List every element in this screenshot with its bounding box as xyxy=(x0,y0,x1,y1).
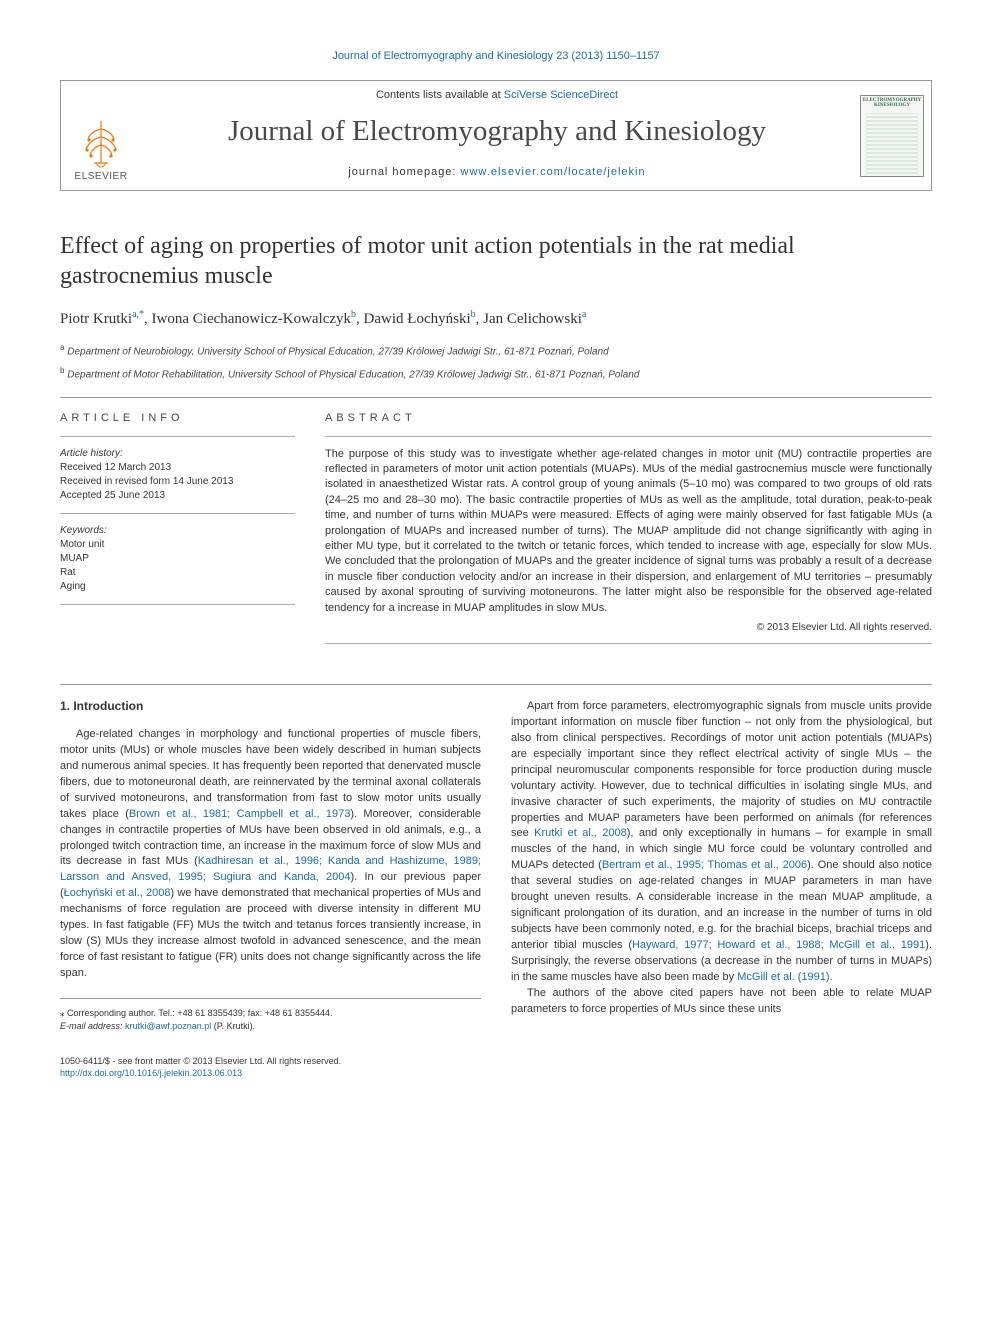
citation-link[interactable]: Łochyński et al., 2008 xyxy=(64,887,171,899)
info-abstract-row: ARTICLE INFO Article history: Received 1… xyxy=(60,412,932,654)
text: The authors of the above cited papers ha… xyxy=(511,987,932,1015)
body-col-left: 1. Introduction Age-related changes in m… xyxy=(60,699,481,1032)
article-info-label: ARTICLE INFO xyxy=(60,412,295,424)
body-col-right: Apart from force parameters, electromyog… xyxy=(511,699,932,1032)
text: Age-related changes in morphology and fu… xyxy=(60,728,481,820)
affiliation-b: b Department of Motor Rehabilitation, Un… xyxy=(60,365,932,382)
abstract-divider xyxy=(325,643,932,644)
info-divider xyxy=(60,436,295,437)
citation-link[interactable]: Brown et al., 1981; Campbell et al., 197… xyxy=(129,808,351,820)
affiliation-a: a Department of Neurobiology, University… xyxy=(60,342,932,359)
elsevier-logo-cell: ELSEVIER xyxy=(61,81,141,190)
corr-who: (P. Krutki). xyxy=(211,1021,255,1031)
elsevier-tree-icon xyxy=(76,119,126,169)
author-sup: b xyxy=(471,309,476,320)
header-center: Contents lists available at SciVerse Sci… xyxy=(141,81,853,190)
intro-heading: 1. Introduction xyxy=(60,699,481,713)
journal-name: Journal of Electromyography and Kinesiol… xyxy=(141,115,853,148)
abstract-label: ABSTRACT xyxy=(325,412,932,424)
author-sup: b xyxy=(351,309,356,320)
aff-sup: b xyxy=(60,366,64,375)
homepage-link[interactable]: www.elsevier.com/locate/jelekin xyxy=(461,166,646,178)
contents-prefix: Contents lists available at xyxy=(376,89,504,101)
elsevier-name: ELSEVIER xyxy=(75,171,128,182)
top-journal-ref: Journal of Electromyography and Kinesiol… xyxy=(60,50,932,62)
email-label: E-mail address: xyxy=(60,1021,123,1031)
aff-text: Department of Motor Rehabilitation, Univ… xyxy=(67,370,639,381)
citation-link[interactable]: McGill et al. (1991) xyxy=(737,971,829,983)
author-sup: a xyxy=(582,309,586,320)
article-title: Effect of aging on properties of motor u… xyxy=(60,231,932,291)
authors-line: Piotr Krutkia,*, Iwona Ciechanowicz-Kowa… xyxy=(60,309,932,328)
journal-cover-thumb: ELECTROMYOGRAPHY KINESIOLOGY xyxy=(860,95,924,177)
history-line: Accepted 25 June 2013 xyxy=(60,489,295,503)
info-divider xyxy=(60,604,295,605)
history-line: Received in revised form 14 June 2013 xyxy=(60,475,295,489)
citation-link[interactable]: Hayward, 1977; Howard et al., 1988; McGi… xyxy=(632,939,925,951)
info-divider xyxy=(60,513,295,514)
abstract-copyright: © 2013 Elsevier Ltd. All rights reserved… xyxy=(325,622,932,633)
author-name: Iwona Ciechanowicz-Kowalczyk xyxy=(152,311,352,327)
abstract-text: The purpose of this study was to investi… xyxy=(325,447,932,616)
abstract-col: ABSTRACT The purpose of this study was t… xyxy=(325,412,932,654)
keyword: Rat xyxy=(60,566,295,580)
author-sup: a,* xyxy=(132,309,144,320)
footer-left: 1050-6411/$ - see front matter © 2013 El… xyxy=(60,1056,341,1079)
homepage-prefix: journal homepage: xyxy=(348,166,460,178)
citation-link[interactable]: Bertram et al., 1995; Thomas et al., 200… xyxy=(602,859,807,871)
article-info-col: ARTICLE INFO Article history: Received 1… xyxy=(60,412,295,654)
header-box: ELSEVIER Contents lists available at Sci… xyxy=(60,80,932,191)
text: Apart from force parameters, electromyog… xyxy=(511,700,932,840)
citation-link[interactable]: Krutki et al., 2008 xyxy=(534,827,627,839)
intro-text-right: Apart from force parameters, electromyog… xyxy=(511,699,932,1018)
corr-email[interactable]: krutki@awf.poznan.pl xyxy=(125,1021,211,1031)
divider xyxy=(60,684,932,685)
text: ) we have demonstrated that mechanical p… xyxy=(60,887,481,979)
contents-line: Contents lists available at SciVerse Sci… xyxy=(141,89,853,101)
keyword: Aging xyxy=(60,580,295,594)
history-label: Article history: xyxy=(60,447,295,461)
corresponding-author-block: ⁎ Corresponding author. Tel.: +48 61 835… xyxy=(60,998,481,1032)
keyword: MUAP xyxy=(60,552,295,566)
aff-sup: a xyxy=(60,343,64,352)
author-name: Dawid Łochyński xyxy=(364,311,471,327)
keywords-label: Keywords: xyxy=(60,524,295,538)
intro-text: Age-related changes in morphology and fu… xyxy=(60,727,481,982)
journal-cover-cell: ELECTROMYOGRAPHY KINESIOLOGY xyxy=(853,81,931,190)
author-name: Jan Celichowski xyxy=(483,311,582,327)
author-name: Piotr Krutki xyxy=(60,311,132,327)
text: ). One should also notice that several s… xyxy=(511,859,932,951)
issn-line: 1050-6411/$ - see front matter © 2013 El… xyxy=(60,1056,341,1068)
cover-title: ELECTROMYOGRAPHY KINESIOLOGY xyxy=(863,98,921,109)
text: . xyxy=(830,971,833,983)
keyword: Motor unit xyxy=(60,538,295,552)
article-history: Article history: Received 12 March 2013 … xyxy=(60,447,295,503)
sciencedirect-link[interactable]: SciVerse ScienceDirect xyxy=(504,89,618,101)
corr-line: ⁎ Corresponding author. Tel.: +48 61 835… xyxy=(60,1007,481,1020)
divider xyxy=(60,397,932,398)
abstract-divider xyxy=(325,436,932,437)
body-columns: 1. Introduction Age-related changes in m… xyxy=(60,699,932,1032)
history-line: Received 12 March 2013 xyxy=(60,461,295,475)
keywords-block: Keywords: Motor unit MUAP Rat Aging xyxy=(60,524,295,594)
aff-text: Department of Neurobiology, University S… xyxy=(67,346,608,357)
homepage-line: journal homepage: www.elsevier.com/locat… xyxy=(141,166,853,178)
doi-link[interactable]: http://dx.doi.org/10.1016/j.jelekin.2013… xyxy=(60,1068,341,1080)
footer-row: 1050-6411/$ - see front matter © 2013 El… xyxy=(60,1056,932,1079)
